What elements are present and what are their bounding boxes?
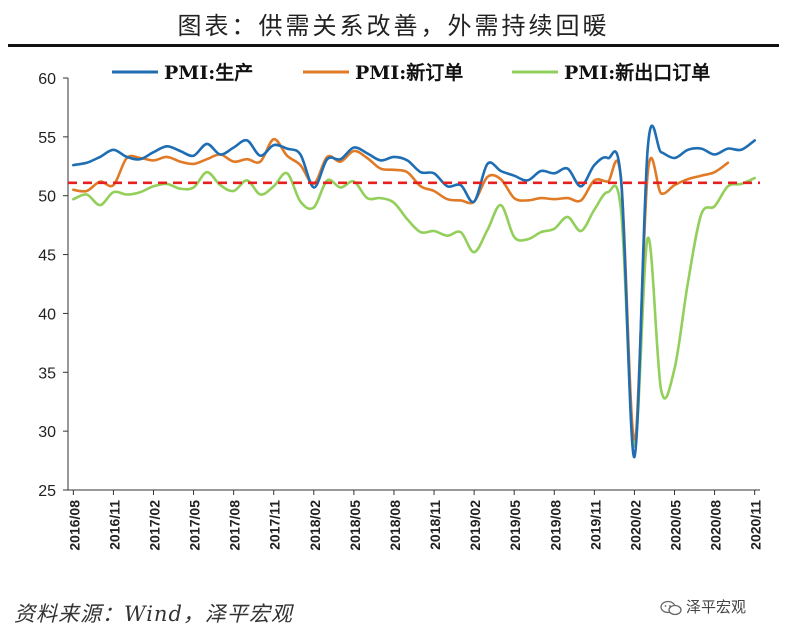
y-tick-label: 35 — [38, 365, 56, 382]
watermark: 泽平宏观 — [660, 596, 746, 617]
legend-label-0: PMI:生产 — [164, 61, 253, 84]
x-tick-label: 2019/08 — [547, 500, 563, 551]
x-tick-label: 2017/05 — [187, 500, 203, 551]
chart-title: 图表：供需关系改善，外需持续回暖 — [177, 12, 610, 40]
x-tick-label: 2020/05 — [668, 500, 684, 551]
y-tick-label: 30 — [38, 424, 56, 441]
legend-label-2: PMI:新出口订单 — [564, 61, 710, 84]
title-rule — [8, 44, 779, 47]
x-tick-label: 2016/08 — [66, 500, 82, 551]
y-tick-label: 40 — [38, 306, 56, 323]
source-note: 资料来源：Wind，泽平宏观 — [14, 602, 293, 626]
series-line-0 — [72, 124, 756, 459]
x-tick-label: 2020/02 — [627, 500, 643, 551]
x-tick-label: 2018/11 — [427, 500, 443, 550]
x-tick-label: 2018/05 — [347, 500, 363, 551]
y-tick-label: 25 — [38, 483, 56, 500]
x-tick-label: 2017/11 — [267, 500, 283, 550]
x-tick-label: 2018/02 — [307, 500, 323, 551]
legend-label-1: PMI:新订单 — [355, 61, 463, 84]
x-tick-label: 2017/08 — [227, 500, 243, 551]
x-tick-label: 2019/11 — [587, 500, 603, 550]
y-tick-label: 50 — [38, 189, 56, 206]
y-tick-label: 55 — [38, 130, 56, 147]
chart-lines — [68, 124, 760, 459]
x-tick-label: 2018/08 — [387, 500, 403, 551]
chart-legend: PMI:生产 PMI:新订单 PMI:新出口订单 — [112, 61, 710, 84]
line-chart: 25 30 35 40 45 50 55 60 2016/08 2016/11 2017/02 201… — [38, 61, 763, 551]
x-tick-label: 2020/11 — [748, 500, 764, 550]
chart-axes: 25 30 35 40 45 50 55 60 2016/08 2016/11 2017/02 201… — [38, 71, 763, 551]
x-tick-label: 2019/05 — [507, 500, 523, 551]
y-tick-label: 45 — [38, 248, 56, 265]
wechat-icon — [660, 600, 682, 615]
y-tick-label: 60 — [38, 71, 56, 88]
watermark-text: 泽平宏观 — [686, 598, 747, 616]
series-line-2 — [72, 170, 756, 448]
x-tick-label: 2020/08 — [708, 500, 724, 551]
x-tick-label: 2017/02 — [146, 500, 162, 551]
x-tick-label: 2019/02 — [467, 500, 483, 551]
x-tick-label: 2016/11 — [106, 500, 122, 550]
